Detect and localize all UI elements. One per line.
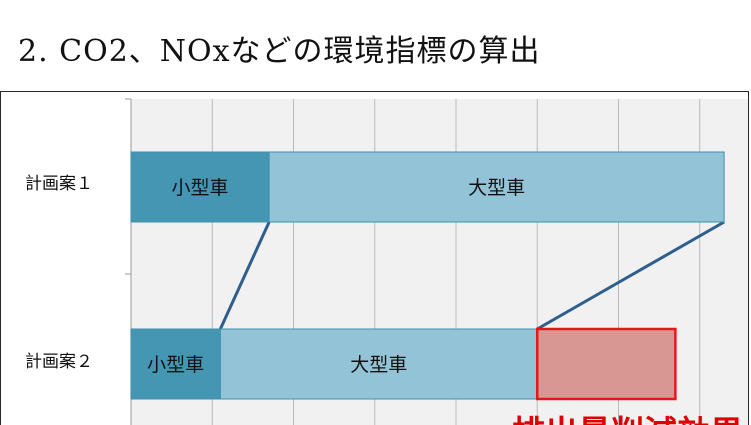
connector-line — [219, 221, 271, 330]
segment-label: 大型車 — [468, 177, 525, 199]
segment-label: 大型車 — [350, 354, 407, 376]
segment-label: 小型車 — [147, 354, 204, 376]
connector-line — [536, 220, 725, 331]
bar-segment — [130, 151, 270, 223]
category-labels: 計画案１ 計画案２ — [25, 174, 93, 372]
reduction-bar — [536, 327, 677, 401]
category-axis — [125, 98, 132, 425]
bar-segment — [268, 151, 725, 223]
page-title: 2. CO2、NOxなどの環境指標の算出 — [18, 34, 541, 69]
segment-label: 小型車 — [172, 177, 229, 199]
annotation-text: 排出量削減効果 — [512, 413, 743, 425]
bar-segment — [219, 328, 538, 400]
reduction-annotation: 排出量削減効果 — [512, 413, 743, 425]
category-label: 計画案１ — [25, 174, 93, 194]
category-label: 計画案２ — [25, 352, 93, 372]
connector-lines — [219, 220, 725, 331]
